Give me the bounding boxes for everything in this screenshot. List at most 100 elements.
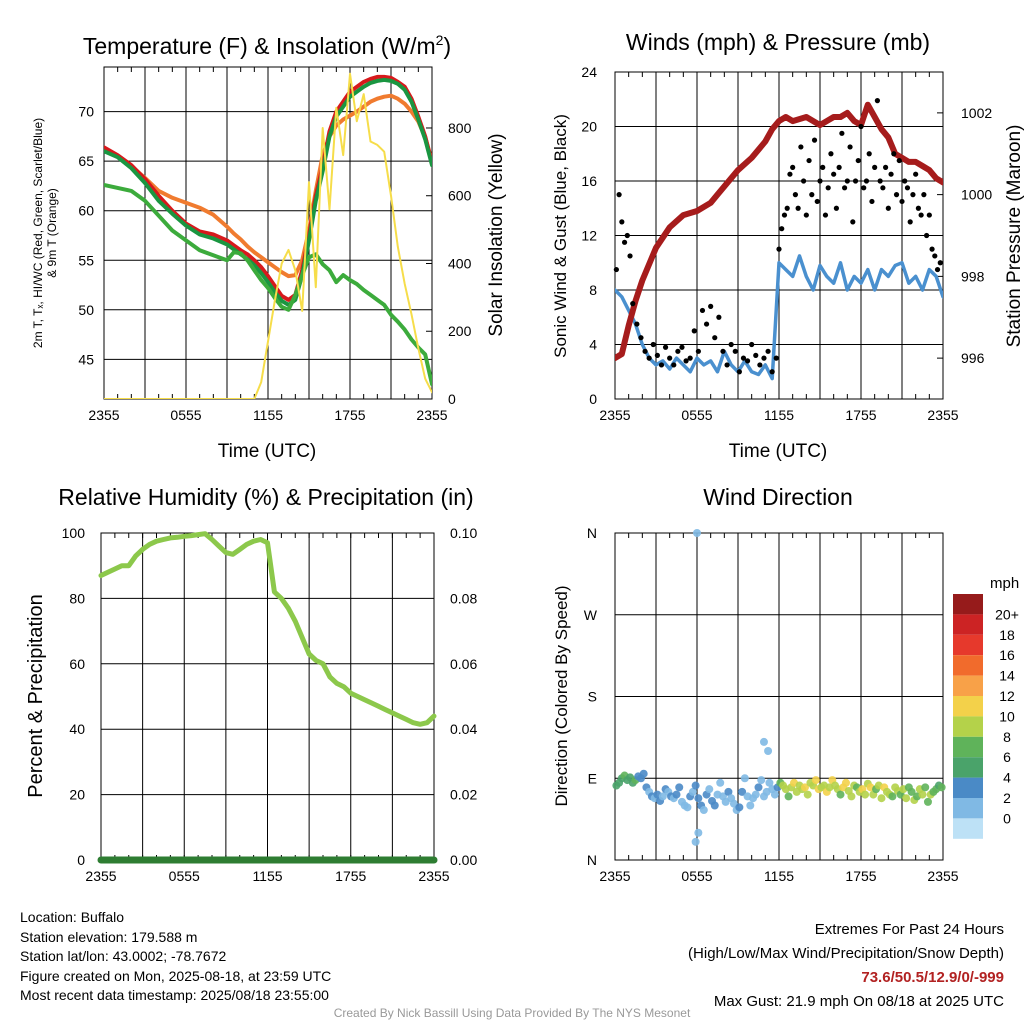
- direction-point: [861, 790, 870, 799]
- rh-ytick-label: 80: [69, 590, 85, 606]
- winds-panel: Winds (mph) & Pressure (mb) 2355 0555 1155…: [551, 29, 1024, 462]
- gust-point: [784, 205, 790, 211]
- gust-point: [749, 341, 755, 348]
- direction-point: [675, 783, 684, 792]
- direction-point: [902, 794, 911, 803]
- direction-point: [672, 790, 681, 799]
- gust-point: [806, 157, 812, 164]
- humidity-ylabel: Percent & Precipitation: [25, 594, 47, 797]
- gust-point: [877, 178, 883, 184]
- gust-point: [627, 253, 633, 259]
- gust-point: [769, 369, 775, 375]
- gust-point: [687, 355, 693, 361]
- gust-point: [667, 355, 673, 361]
- direction-point: [688, 787, 697, 796]
- dir-xtick-label: 2355: [927, 868, 958, 884]
- temp-ytick-label: 65: [78, 153, 94, 169]
- gust-point: [703, 321, 710, 327]
- latlon-text: Station lat/lon: 43.0002; -78.7672: [20, 948, 227, 964]
- winds-title: Winds (mph) & Pressure (mb): [626, 29, 930, 55]
- gust-point: [937, 260, 943, 266]
- direction-point: [751, 790, 760, 799]
- rh-xtick-label: 2355: [418, 868, 449, 884]
- gust-point: [828, 151, 834, 157]
- direction-point: [683, 803, 692, 812]
- gust-point: [801, 178, 807, 184]
- legend-label: 14: [999, 668, 1015, 684]
- gust-point: [787, 171, 793, 177]
- gust-point: [781, 212, 788, 218]
- gust-point: [683, 358, 689, 364]
- wind-ytick-label: 12: [581, 228, 597, 244]
- legend-swatch: [953, 818, 983, 839]
- gust-point: [757, 362, 763, 368]
- gust-point: [836, 164, 842, 170]
- direction-point: [738, 787, 747, 796]
- winds-ylabel: Sonic Wind & Gust (Blue, Black): [551, 114, 570, 358]
- created-text: Figure created on Mon, 2025-08-18, at 23…: [20, 967, 332, 984]
- gust-point: [858, 123, 864, 130]
- pressure-ytick-label: 1002: [961, 105, 992, 121]
- wind-xtick-label: 0555: [681, 407, 712, 423]
- direction-point: [694, 794, 703, 803]
- legend-label: 10: [999, 708, 1015, 724]
- temperature-xlabel: Time (UTC): [218, 441, 317, 462]
- legend-label: 2: [1003, 790, 1011, 806]
- legend-swatch: [953, 594, 983, 615]
- legend-label: 8: [1003, 729, 1011, 745]
- direction-point: [765, 778, 774, 787]
- rh-ytick-label: 60: [69, 656, 85, 672]
- precip-ytick-label: 0.06: [450, 656, 477, 672]
- elevation-text: Station elevation: 179.588 m: [20, 928, 198, 945]
- humidity-title: Relative Humidity (%) & Precipitation (i…: [58, 484, 473, 510]
- precip-ytick-label: 0.02: [450, 787, 477, 803]
- wind-xtick-label: 2355: [599, 407, 630, 423]
- dir-xtick-label: 2355: [599, 868, 630, 884]
- rh-ytick-label: 40: [69, 721, 85, 737]
- rh-xtick-label: 0555: [169, 868, 200, 884]
- recent-text: Most recent data timestamp: 2025/08/18 2…: [20, 987, 329, 1003]
- direction-point: [764, 747, 773, 755]
- gust-point: [613, 266, 619, 273]
- wind-ytick-label: 4: [589, 337, 597, 353]
- legend-title: mph: [990, 575, 1019, 592]
- direction-point: [847, 792, 856, 801]
- dir-ytick-label: W: [584, 607, 598, 623]
- gust-point: [792, 192, 799, 198]
- legend-swatch: [953, 655, 983, 676]
- direction-point: [716, 778, 725, 787]
- gust-point: [642, 348, 648, 354]
- temperature-ylabel-line2: & 9m T (Orange): [45, 188, 59, 278]
- temp-ytick-label: 70: [78, 104, 94, 120]
- gust-point: [899, 198, 905, 205]
- extremes-info: Extremes For Past 24 Hours (High/Low/Max…: [688, 918, 1004, 1014]
- pressure-ytick-label: 996: [961, 350, 985, 366]
- speed-legend: 20+ 18 16 14 12 10 8 6 4 2 0: [953, 594, 1019, 839]
- insolation-ytick-label: 600: [448, 188, 472, 204]
- gust-point: [658, 362, 665, 368]
- gust-point: [671, 362, 677, 368]
- gust-point: [736, 369, 742, 375]
- gust-point: [822, 212, 829, 218]
- temp-xtick-label: 2355: [88, 407, 119, 423]
- direction-point: [803, 790, 812, 799]
- extremes-subtitle: (High/Low/Max Wind/Precipitation/Snow De…: [688, 945, 1004, 962]
- gust-point: [691, 328, 697, 334]
- dir-xtick-label: 1155: [764, 868, 794, 884]
- insolation-ytick-label: 800: [448, 120, 472, 136]
- dir-xtick-label: 0555: [681, 868, 712, 884]
- gust-point: [817, 178, 823, 184]
- gust-point: [825, 185, 831, 191]
- gust-point: [831, 171, 837, 177]
- gust-point: [820, 164, 826, 170]
- gust-point: [896, 157, 902, 164]
- direction-point: [710, 801, 719, 810]
- legend-swatch: [953, 614, 983, 635]
- rh-xtick-label: 1155: [252, 868, 282, 884]
- direction-point: [691, 781, 700, 790]
- gust-point: [646, 355, 652, 361]
- gust-point: [616, 192, 622, 198]
- legend-label: 6: [1003, 749, 1011, 765]
- legend-label: 4: [1003, 770, 1011, 786]
- winds-xlabel: Time (UTC): [729, 441, 828, 462]
